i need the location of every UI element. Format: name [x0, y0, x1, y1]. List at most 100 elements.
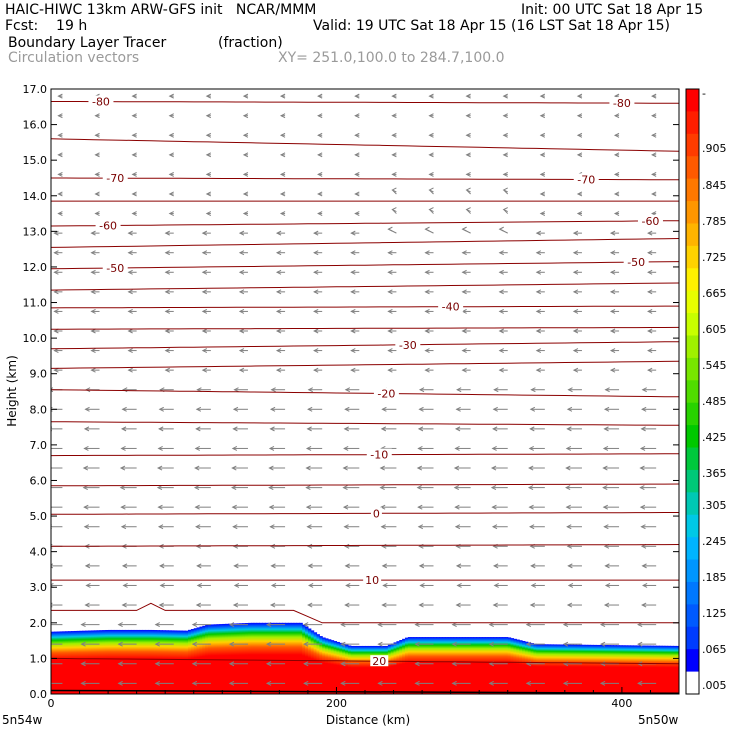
- colorbar-swatch: [686, 537, 699, 561]
- circulation-vector: [461, 269, 471, 275]
- tracer-column: [122, 629, 126, 694]
- tracer-column: [541, 644, 546, 694]
- tracer-column: [239, 623, 243, 694]
- tracer-column: [133, 629, 138, 694]
- circulation-vector: [127, 250, 137, 256]
- circulation-vector: [491, 445, 508, 451]
- tracer-column: [450, 637, 455, 694]
- circulation-vector: [51, 445, 63, 451]
- circulation-vector: [530, 563, 545, 569]
- tracer-column: [407, 637, 412, 694]
- circulation-vector: [164, 367, 174, 373]
- circulation-vector: [53, 230, 63, 236]
- circulation-vector: [232, 406, 248, 412]
- circulation-vector: [131, 171, 137, 177]
- circulation-vector: [572, 348, 582, 354]
- circulation-vector: [269, 524, 286, 530]
- circulation-vector: [391, 93, 397, 99]
- circulation-vector: [488, 680, 508, 686]
- circulation-vector: [307, 602, 323, 608]
- circulation-vector: [381, 563, 397, 569]
- tracer-column: [419, 637, 423, 694]
- tracer-column: [159, 630, 163, 694]
- circulation-vector: [201, 308, 211, 314]
- tracer-column: [362, 645, 366, 694]
- circulation-vector: [57, 132, 63, 138]
- circulation-vector: [201, 348, 211, 354]
- y-tick-label: 17.0: [23, 83, 48, 96]
- circulation-vector: [641, 602, 657, 608]
- tracer-column: [670, 645, 674, 694]
- circulation-vector: [491, 524, 508, 530]
- circulation-vector: [424, 328, 434, 334]
- contour-label: -50: [627, 256, 645, 269]
- x-axis-label: Distance (km): [326, 713, 410, 727]
- tracer-column: [233, 623, 238, 694]
- circulation-vector: [242, 113, 249, 119]
- circulation-vector: [418, 563, 434, 569]
- circulation-vector: [576, 211, 583, 217]
- tracer-column: [130, 629, 135, 694]
- tracer-column: [370, 645, 375, 694]
- circulation-vector: [572, 230, 582, 236]
- circulation-vector: [131, 93, 137, 99]
- tracer-column: [522, 640, 526, 694]
- circulation-vector: [567, 387, 582, 393]
- y-tick-label: 10.0: [23, 332, 48, 345]
- y-tick-label: 9.0: [30, 368, 48, 381]
- circulation-vector: [535, 367, 545, 373]
- circulation-vector: [609, 289, 620, 295]
- circulation-vector: [451, 641, 471, 647]
- tracer-column: [627, 645, 632, 694]
- circulation-vector: [168, 132, 174, 138]
- circulation-vector: [131, 132, 137, 138]
- circulation-vector: [305, 465, 323, 471]
- circulation-vector: [530, 583, 545, 588]
- circulation-vector: [453, 465, 471, 471]
- y-tick-label: 6.0: [30, 474, 48, 487]
- circulation-vector: [535, 230, 545, 236]
- circulation-vector: [228, 661, 248, 667]
- circulation-vector: [231, 465, 248, 471]
- circulation-vectors: [51, 93, 657, 686]
- colorbar-tick-label: .125: [702, 607, 727, 620]
- x-tick-label: 200: [326, 697, 347, 710]
- circulation-vector: [651, 113, 657, 119]
- circulation-vector: [613, 191, 620, 197]
- circulation-vector: [120, 445, 137, 451]
- tracer-column: [504, 637, 509, 694]
- tracer-column: [165, 630, 169, 694]
- tracer-column: [413, 637, 417, 694]
- circulation-vector: [637, 641, 657, 647]
- tracer-column: [299, 622, 303, 694]
- circulation-vector: [205, 191, 212, 197]
- circulation-vector: [265, 622, 286, 628]
- temperature-contour: [51, 305, 679, 309]
- temperature-contour: [51, 657, 679, 665]
- circulation-vector: [317, 93, 323, 99]
- circulation-vector: [647, 308, 657, 314]
- circulation-vector: [535, 348, 545, 354]
- circulation-vector: [455, 406, 471, 412]
- circulation-vector: [602, 504, 620, 510]
- circulation-vector: [454, 445, 471, 451]
- x-axis: 0 200 400: [48, 687, 680, 710]
- colorbar-swatch: [686, 380, 699, 404]
- circulation-vector: [451, 661, 471, 667]
- tracer-column: [222, 623, 226, 694]
- circulation-vector: [168, 93, 174, 99]
- tracer-column: [356, 645, 360, 694]
- circulation-vector: [535, 269, 545, 275]
- colorbar-tick-label: .425: [702, 431, 727, 444]
- colorbar-swatch: [686, 201, 699, 224]
- circulation-vector: [602, 465, 620, 471]
- circulation-vector: [454, 524, 471, 530]
- tracer-column: [170, 630, 175, 694]
- temperature-contour: [51, 238, 679, 248]
- circulation-vector: [498, 226, 508, 234]
- circulation-vector: [228, 641, 248, 647]
- tracer-column: [70, 631, 75, 694]
- tracer-column: [319, 636, 323, 694]
- circulation-vector: [164, 348, 174, 354]
- contour-label: 20: [372, 655, 386, 668]
